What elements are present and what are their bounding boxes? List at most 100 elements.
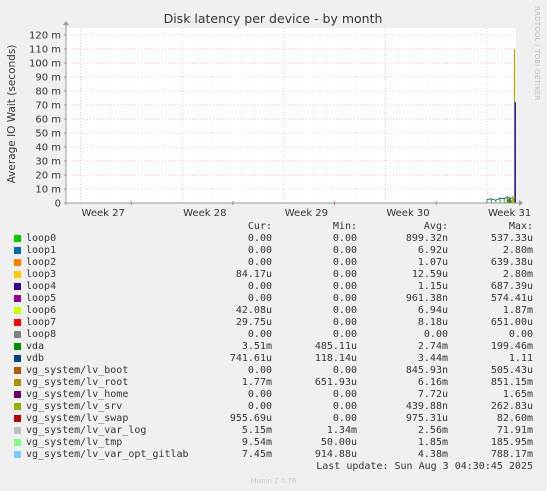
legend-row: loop0 0.00 0.00 899.32n 537.33u — [0, 233, 547, 245]
legend-series-name: vg_system/lv_srv — [26, 401, 123, 412]
legend-swatch — [14, 355, 21, 362]
legend-swatch — [14, 235, 21, 242]
y-tick-label: 0 — [55, 199, 61, 210]
x-tick-label: Week 29 — [285, 208, 328, 219]
legend-avg-value: 2.74m — [417, 341, 448, 352]
legend-max-value: 651.00u — [490, 317, 533, 328]
noise-bar — [503, 198, 506, 203]
legend-max-value: 71.91m — [496, 425, 533, 436]
legend-header-min: Min: — [332, 221, 357, 232]
legend-series-name: loop6 — [26, 305, 57, 316]
noise-bar — [506, 196, 509, 203]
chart-title: Disk latency per device - by month — [164, 11, 383, 26]
legend-swatch — [14, 307, 21, 314]
legend-min-value: 0.00 — [332, 329, 357, 340]
x-tick-label: Week 27 — [82, 208, 125, 219]
legend-series-name: loop8 — [26, 329, 57, 340]
legend-cur-value: 741.61u — [229, 353, 272, 364]
y-tick-label: 70 m — [35, 101, 61, 112]
legend-avg-value: 3.44m — [417, 353, 448, 364]
x-tick-label: Week 31 — [488, 208, 531, 219]
legend-series-name: vg_system/lv_var_log — [26, 425, 147, 436]
legend-min-value: 0.00 — [332, 293, 357, 304]
y-tick-label: 40 m — [35, 143, 61, 154]
legend-cur-value: 84.17u — [235, 269, 272, 280]
plot-background — [66, 28, 516, 203]
legend-min-value: 0.00 — [332, 317, 357, 328]
legend-cur-value: 7.45m — [241, 449, 272, 460]
legend-swatch — [14, 367, 21, 374]
y-axis-label: Average IO Wait (seconds) — [6, 45, 18, 184]
legend-min-value: 0.00 — [332, 245, 357, 256]
legend-min-value: 0.00 — [332, 389, 357, 400]
legend-row: vdb 741.61u 118.14u 3.44m 1.11 — [0, 353, 547, 365]
legend-row: loop5 0.00 0.00 961.38n 574.41u — [0, 293, 547, 305]
legend-min-value: 0.00 — [332, 281, 357, 292]
legend-avg-value: 0.00 — [423, 329, 448, 340]
legend-min-value: 50.00u — [320, 437, 357, 448]
legend-swatch — [14, 283, 21, 290]
legend-series-name: vg_system/lv_var_opt_gitlab — [26, 449, 189, 460]
legend-max-value: 537.33u — [490, 233, 533, 244]
legend-series-name: loop3 — [26, 269, 57, 280]
legend-avg-value: 1.85m — [417, 437, 448, 448]
x-tick-label: Week 28 — [183, 208, 226, 219]
legend-row: vg_system/lv_var_opt_gitlab 7.45m 914.88u 4… — [0, 449, 547, 461]
legend-header-max: Max: — [508, 221, 533, 232]
legend-cur-value: 0.00 — [247, 245, 272, 256]
legend-avg-value: 1.07u — [417, 257, 448, 268]
legend-avg-value: 1.15u — [417, 281, 448, 292]
legend-cur-value: 0.00 — [247, 389, 272, 400]
rrdtool-credit: RRDTOOL / TOBI OETIKER — [533, 6, 541, 101]
legend-avg-value: 6.16m — [417, 377, 448, 388]
legend-max-value: 639.38u — [490, 257, 533, 268]
y-tick-label: 80 m — [35, 87, 61, 98]
chart-marks — [486, 49, 516, 203]
legend-max-value: 185.95m — [490, 437, 533, 448]
legend-series-name: loop4 — [26, 281, 57, 292]
legend-max-value: 0.00 — [508, 329, 533, 340]
chart: 0 10 m 20 m 30 m 40 m 50 m 60 m 70 m 80 m 90 m 100… — [6, 11, 531, 219]
legend-swatch — [14, 451, 21, 458]
legend-cur-value: 0.00 — [247, 281, 272, 292]
legend-series-name: vg_system/lv_home — [26, 389, 129, 400]
legend-row: loop7 29.75u 0.00 8.18u 651.00u — [0, 317, 547, 329]
legend-row: vg_system/lv_srv 0.00 0.00 439.88n 262.83u — [0, 401, 547, 413]
x-axis-arrow — [519, 200, 523, 206]
noise-bar — [509, 198, 511, 203]
legend-cur-value: 5.15m — [241, 425, 272, 436]
legend-max-value: 1.65m — [502, 389, 533, 400]
legend-min-value: 485.11u — [314, 341, 357, 352]
legend-max-value: 2.80m — [502, 245, 533, 256]
legend-swatch — [14, 415, 21, 422]
noise-bar — [512, 197, 514, 203]
y-tick-label: 30 m — [35, 157, 61, 168]
legend-avg-value: 8.18u — [417, 317, 448, 328]
y-tick-label: 20 m — [35, 171, 61, 182]
y-tick-label: 10 m — [35, 185, 61, 196]
legend-min-value: 118.14u — [314, 353, 357, 364]
legend-swatch — [14, 259, 21, 266]
legend-series-name: loop2 — [26, 257, 57, 268]
legend-avg-value: 12.59u — [411, 269, 448, 280]
legend-cur-value: 0.00 — [247, 365, 272, 376]
legend-max-value: 574.41u — [490, 293, 533, 304]
legend-swatch — [14, 319, 21, 326]
last-update: Last update: Sun Aug 3 04:30:45 2025 — [316, 461, 533, 472]
legend-avg-value: 439.88n — [405, 401, 448, 412]
y-tick-labels: 0 10 m 20 m 30 m 40 m 50 m 60 m 70 m 80 m 90 m 100… — [29, 31, 66, 210]
legend-cur-value: 1.77m — [241, 377, 272, 388]
legend-series-name: loop0 — [26, 233, 57, 244]
legend-series-name: loop7 — [26, 317, 57, 328]
legend-min-value: 651.93u — [314, 377, 357, 388]
legend-series-name: loop5 — [26, 293, 57, 304]
legend-swatch — [14, 331, 21, 338]
grid — [65, 27, 517, 203]
legend-row: vg_system/lv_tmp 9.54m 50.00u 1.85m 185.95m — [0, 437, 547, 449]
x-tick-label: Week 30 — [386, 208, 429, 219]
noise-bar — [486, 199, 488, 203]
legend-swatch — [14, 439, 21, 446]
munin-version: Munin 2.0.76 — [250, 477, 297, 485]
legend-avg-value: 4.38m — [417, 449, 448, 460]
legend-min-value: 914.88u — [314, 449, 357, 460]
